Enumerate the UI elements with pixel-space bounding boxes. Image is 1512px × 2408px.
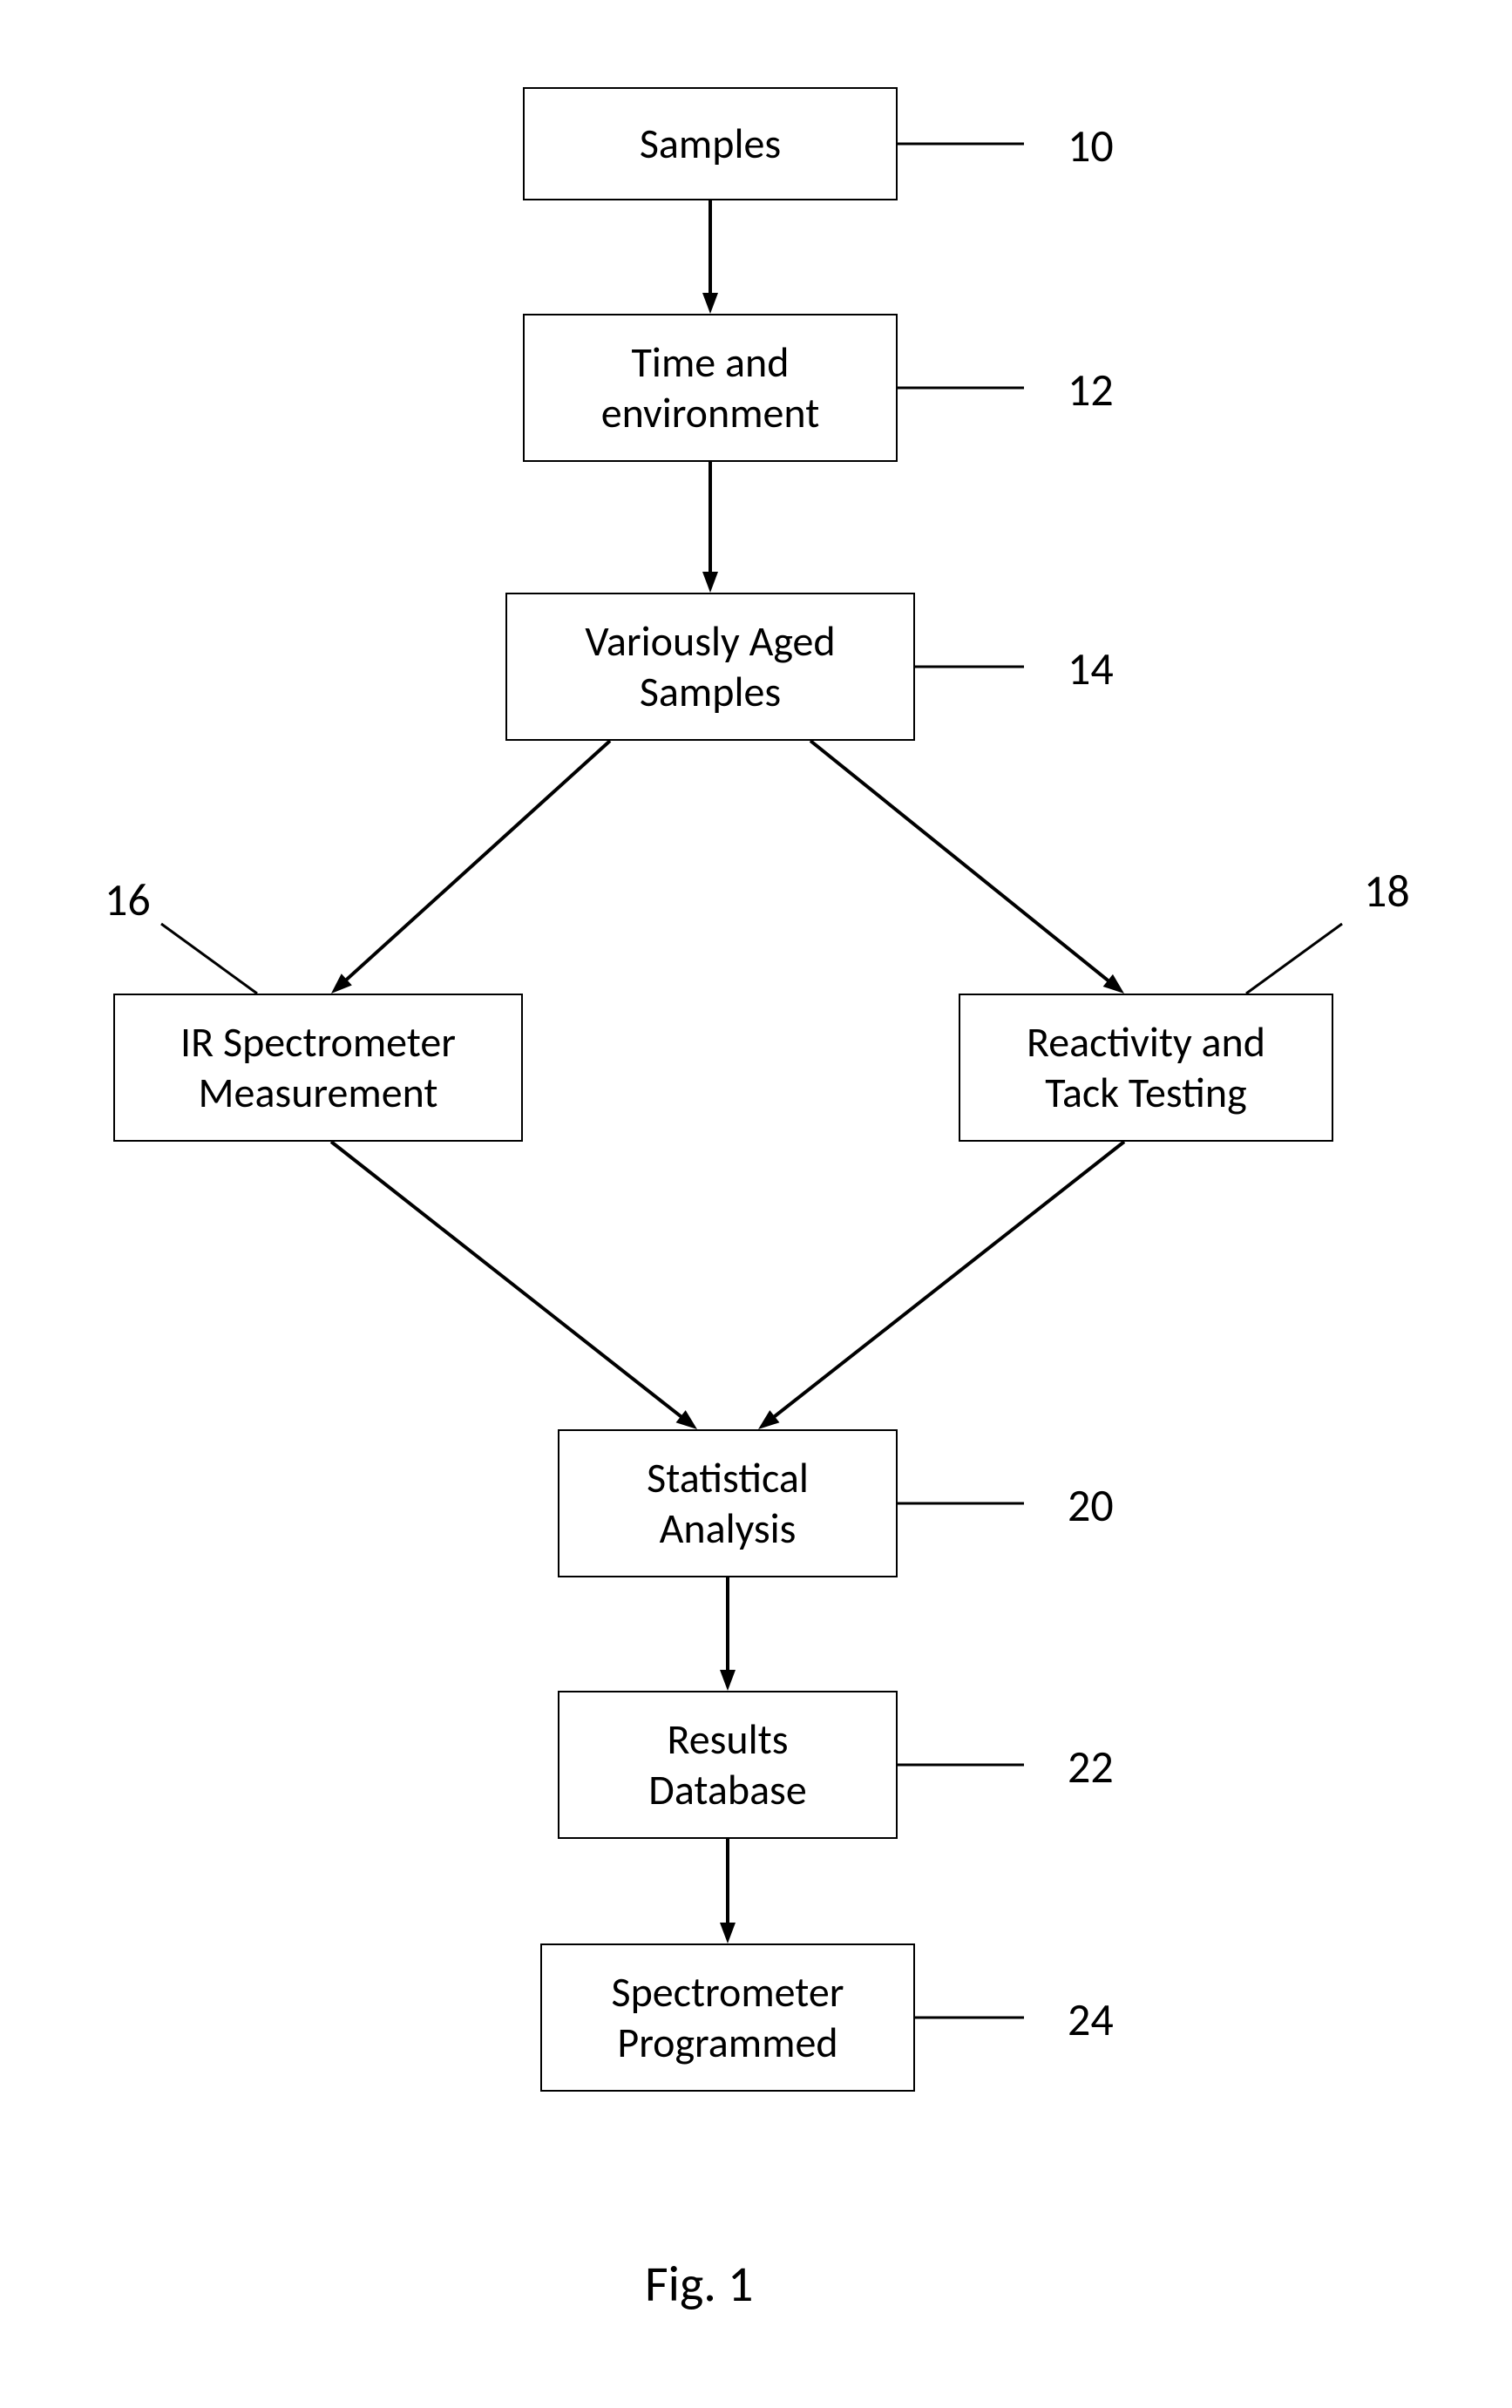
node-text-line: Results [668,1714,789,1765]
reference-label-22: 22 [1068,1739,1114,1794]
node-text-line: Tack Testing [1045,1068,1246,1118]
node-text-line: Samples [640,667,781,717]
flowchart-node-n24: SpectrometerProgrammed [540,1943,915,2092]
reference-label-14: 14 [1068,641,1114,696]
node-text-line: Reactivity and [1027,1017,1265,1068]
reference-label-16: 16 [105,872,151,927]
node-text-line: Analysis [660,1503,797,1554]
reference-label-10: 10 [1068,118,1114,173]
flowchart-node-n12: Time andenvironment [523,314,898,462]
node-text-line: Spectrometer [612,1967,844,2018]
flowchart-node-n16: IR SpectrometerMeasurement [113,994,523,1142]
node-text-line: environment [601,388,820,438]
node-text-line: Programmed [617,2018,837,2068]
flowchart-node-n22: ResultsDatabase [558,1691,898,1839]
node-text-line: Measurement [199,1068,438,1118]
flowchart-canvas: Samples Time andenvironment Variously Aged… [0,0,1512,2408]
flowchart-node-n18: Reactivity andTack Testing [959,994,1333,1142]
node-text-line: Samples [640,119,781,169]
node-text-line: Statistical [647,1453,809,1503]
node-text-line: Database [648,1765,806,1815]
reference-label-12: 12 [1068,362,1114,417]
flowchart-node-n10: Samples [523,87,898,200]
reference-label-20: 20 [1068,1477,1114,1533]
node-text-line: IR Spectrometer [180,1017,456,1068]
flowchart-node-n20: StatisticalAnalysis [558,1429,898,1577]
flowchart-node-n14: Variously AgedSamples [505,593,915,741]
reference-label-24: 24 [1068,1991,1114,2047]
reference-label-18: 18 [1364,863,1410,919]
node-text-line: Variously Aged [585,616,835,667]
node-text-line: Time and [632,337,790,388]
figure-caption: Fig. 1 [645,2253,753,2315]
